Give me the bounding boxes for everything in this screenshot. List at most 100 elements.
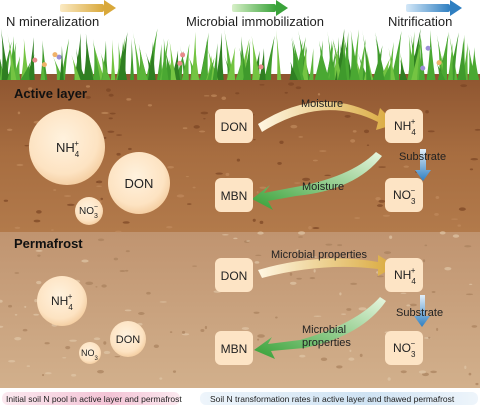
grass-blade — [468, 45, 476, 80]
soil-speck — [275, 316, 278, 319]
soil-speck — [400, 292, 407, 294]
soil-speck — [0, 325, 4, 328]
soil-speck — [159, 301, 167, 303]
soil-speck — [126, 98, 132, 101]
soil-speck — [296, 277, 302, 280]
active-don-pool-circle — [108, 152, 170, 214]
soil-speck — [460, 84, 468, 88]
soil-speck — [382, 214, 391, 217]
soil-speck — [50, 229, 54, 231]
soil-speck — [210, 94, 218, 98]
soil-speck — [252, 218, 256, 222]
soil-speck — [253, 138, 256, 141]
soil-speck — [116, 134, 123, 136]
soil-speck — [103, 341, 107, 345]
soil-speck — [69, 339, 77, 342]
permafrost-nh4-box-label: NH4+ — [394, 266, 416, 286]
immobilization-legend-bar — [232, 4, 276, 12]
soil-speck — [336, 365, 343, 369]
soil-speck — [233, 237, 238, 240]
soil-speck — [464, 365, 467, 370]
soil-speck — [259, 84, 265, 86]
grass-blade — [11, 56, 21, 80]
soil-speck — [302, 177, 311, 181]
soil-speck — [457, 224, 461, 227]
soil-speck — [256, 190, 259, 194]
soil-speck — [200, 329, 205, 333]
soil-speck — [339, 292, 342, 296]
soil-speck — [115, 230, 122, 233]
active-nh4-pool-label: NH4+ — [56, 139, 80, 159]
caption-left: Initial soil N pool in active layer and … — [6, 394, 182, 404]
active-nitrification-arrow — [415, 149, 431, 181]
soil-speck — [153, 344, 159, 348]
soil-speck — [24, 144, 29, 147]
soil-speck — [378, 199, 386, 203]
soil-speck — [257, 338, 260, 341]
grass-blade — [169, 39, 177, 80]
grass-blade — [226, 46, 236, 80]
soil-speck — [257, 231, 264, 235]
soil-speck — [14, 272, 20, 274]
soil-speck — [337, 244, 343, 247]
caption-left-highlight — [2, 392, 180, 405]
permafrost-process: Microbial properties Substrate Microbial… — [215, 249, 443, 365]
grass-blade — [276, 29, 282, 80]
grass-blade — [388, 47, 396, 80]
soil-speck — [114, 356, 121, 358]
soil-speck — [0, 299, 3, 303]
grass-blade — [426, 29, 436, 80]
soil-speck — [346, 308, 352, 311]
grass-blade — [100, 52, 111, 80]
grass-blade — [331, 35, 343, 80]
soil-speck — [103, 136, 107, 139]
soil-speck — [451, 218, 459, 220]
soil-speck — [107, 130, 115, 133]
soil-speck — [146, 291, 151, 295]
permafrost-title: Permafrost — [14, 236, 83, 251]
soil-speck — [290, 124, 298, 129]
soil-speck — [42, 373, 45, 377]
soil-speck — [176, 194, 185, 198]
soil-speck — [254, 261, 260, 264]
active-immobilization-arrow-nh4 — [252, 152, 382, 210]
active-mineralization-arrow — [258, 101, 396, 132]
grass-blades — [0, 28, 480, 81]
soil-speck — [312, 330, 316, 332]
soil-speck — [298, 136, 303, 138]
permafrost-don-box — [215, 258, 253, 292]
soil-speck — [186, 203, 192, 205]
grass-blade — [291, 37, 302, 80]
permafrost-don-pool-circle — [110, 321, 146, 357]
grass-blade — [243, 41, 252, 80]
permafrost-mbn-box — [215, 331, 253, 365]
grass-blade — [357, 38, 366, 80]
soil-speck — [8, 360, 16, 363]
flower-dot — [180, 52, 186, 58]
caption-right-highlight — [200, 392, 478, 405]
soil-speck — [474, 128, 480, 131]
soil-speck — [427, 130, 435, 133]
soil-speck — [96, 180, 103, 184]
soil-speck — [37, 254, 41, 257]
soil-speck — [452, 234, 460, 238]
grass-blade — [145, 28, 158, 81]
soil-speck — [203, 118, 206, 120]
soil-speck — [313, 315, 322, 317]
flower-dot — [41, 62, 47, 68]
soil-speck — [284, 91, 288, 94]
soil-speck — [166, 226, 173, 229]
permafrost-no3-pool-circle — [79, 342, 101, 364]
active-don-box-label: DON — [221, 120, 248, 134]
permafrost-no3-box — [385, 331, 423, 365]
grass-blade — [462, 42, 468, 80]
soil-speck — [116, 152, 121, 156]
soil-speck — [192, 265, 197, 267]
grass-blade — [207, 47, 219, 80]
soil-speck — [103, 350, 111, 355]
grass-blade — [337, 42, 348, 80]
soil-speck — [383, 251, 392, 255]
grass-blade — [132, 28, 142, 80]
soil-speck — [22, 328, 28, 332]
soil-speck — [16, 163, 24, 167]
